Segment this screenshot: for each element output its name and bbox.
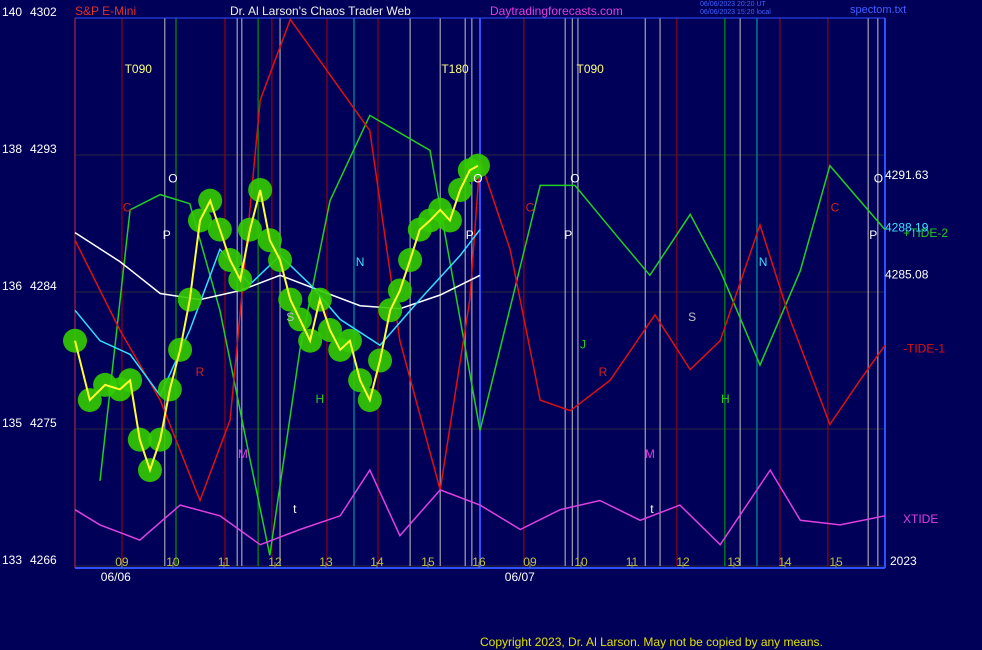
annotation: P (466, 228, 474, 242)
annotation: J (580, 337, 586, 351)
annotation: N (759, 255, 768, 269)
left-scale-label: 133 (2, 553, 22, 567)
annotation: M (645, 447, 655, 461)
annotation: R (599, 365, 608, 379)
plot-area: 4266 133 4275 135 4284 136 4293 138 4302 140 09 10 1… (2, 5, 886, 584)
y-tick-label: 4266 (30, 553, 57, 567)
legend-label: -TIDE-1 (903, 341, 945, 355)
year-label: 2023 (890, 554, 917, 568)
x-tick-label: 09 (523, 555, 537, 569)
annotation: P (869, 228, 877, 242)
legend-label: +TIDE-2 (903, 226, 948, 240)
x-tick-label: 10 (166, 555, 180, 569)
annotation: H (721, 392, 730, 406)
level-label: 4285.08 (885, 268, 929, 282)
y-tick-label: 4302 (30, 5, 57, 19)
x-tick-label: 13 (727, 555, 741, 569)
level-label: 4288.19 (885, 220, 929, 234)
annotation: S (688, 310, 696, 324)
y-tick-label: 4284 (30, 279, 57, 293)
x-tick-label: 16 (472, 555, 486, 569)
timestamp: 06/06/2023 15:20 local (700, 9, 771, 16)
series-line (74, 231, 481, 310)
left-scale-label: 140 (2, 5, 22, 19)
annotation: t (293, 502, 297, 516)
y-tick-label: 4293 (30, 142, 57, 156)
annotation: O (168, 172, 177, 186)
annotation: T090 (125, 62, 153, 76)
chart-title: Dr. Al Larson's Chaos Trader Web (230, 4, 411, 18)
annotation: T180 (441, 62, 469, 76)
instrument-label: S&P E-Mini (75, 4, 136, 18)
x-tick-label: 12 (268, 555, 282, 569)
annotation: O (473, 172, 482, 186)
annotation: C (831, 200, 840, 214)
series-line (74, 229, 481, 397)
day-label: 06/07 (505, 570, 535, 584)
day-label: 06/06 (101, 570, 131, 584)
annotation: H (316, 392, 325, 406)
website: Daytradingforecasts.com (490, 4, 623, 18)
x-tick-label: 15 (829, 555, 843, 569)
left-scale-label: 135 (2, 416, 22, 430)
file-name: spectom.txt (850, 4, 906, 16)
series-line (74, 164, 479, 474)
level-label: 4291.63 (885, 168, 929, 182)
series-line (74, 468, 886, 546)
annotation: C (526, 200, 535, 214)
x-tick-label: 11 (218, 555, 231, 569)
annotation: C (123, 200, 132, 214)
annotation: S (286, 310, 294, 324)
x-tick-label: 14 (778, 555, 792, 569)
x-tick-label: 10 (574, 555, 588, 569)
x-tick-label: 12 (676, 555, 690, 569)
copyright: Copyright 2023, Dr. Al Larson. May not b… (480, 635, 823, 649)
annotation: T090 (576, 62, 604, 76)
annotation: t (650, 502, 654, 516)
x-tick-label: 09 (115, 555, 129, 569)
left-scale-label: 136 (2, 279, 22, 293)
x-tick-label: 13 (319, 555, 333, 569)
annotation: O (570, 172, 579, 186)
left-scale-label: 138 (2, 142, 22, 156)
annotation: P (564, 228, 572, 242)
timestamp: 06/06/2023 20:20 UT (700, 1, 766, 8)
legend-label: XTIDE (903, 512, 938, 526)
x-tick-label: 15 (421, 555, 435, 569)
annotation: N (356, 255, 365, 269)
y-tick-label: 4275 (30, 416, 57, 430)
annotation: O (874, 172, 883, 186)
x-tick-label: 14 (370, 555, 384, 569)
annotation: P (163, 228, 171, 242)
annotation: M (238, 447, 248, 461)
x-tick-label: 11 (626, 555, 639, 569)
annotation: R (196, 365, 205, 379)
